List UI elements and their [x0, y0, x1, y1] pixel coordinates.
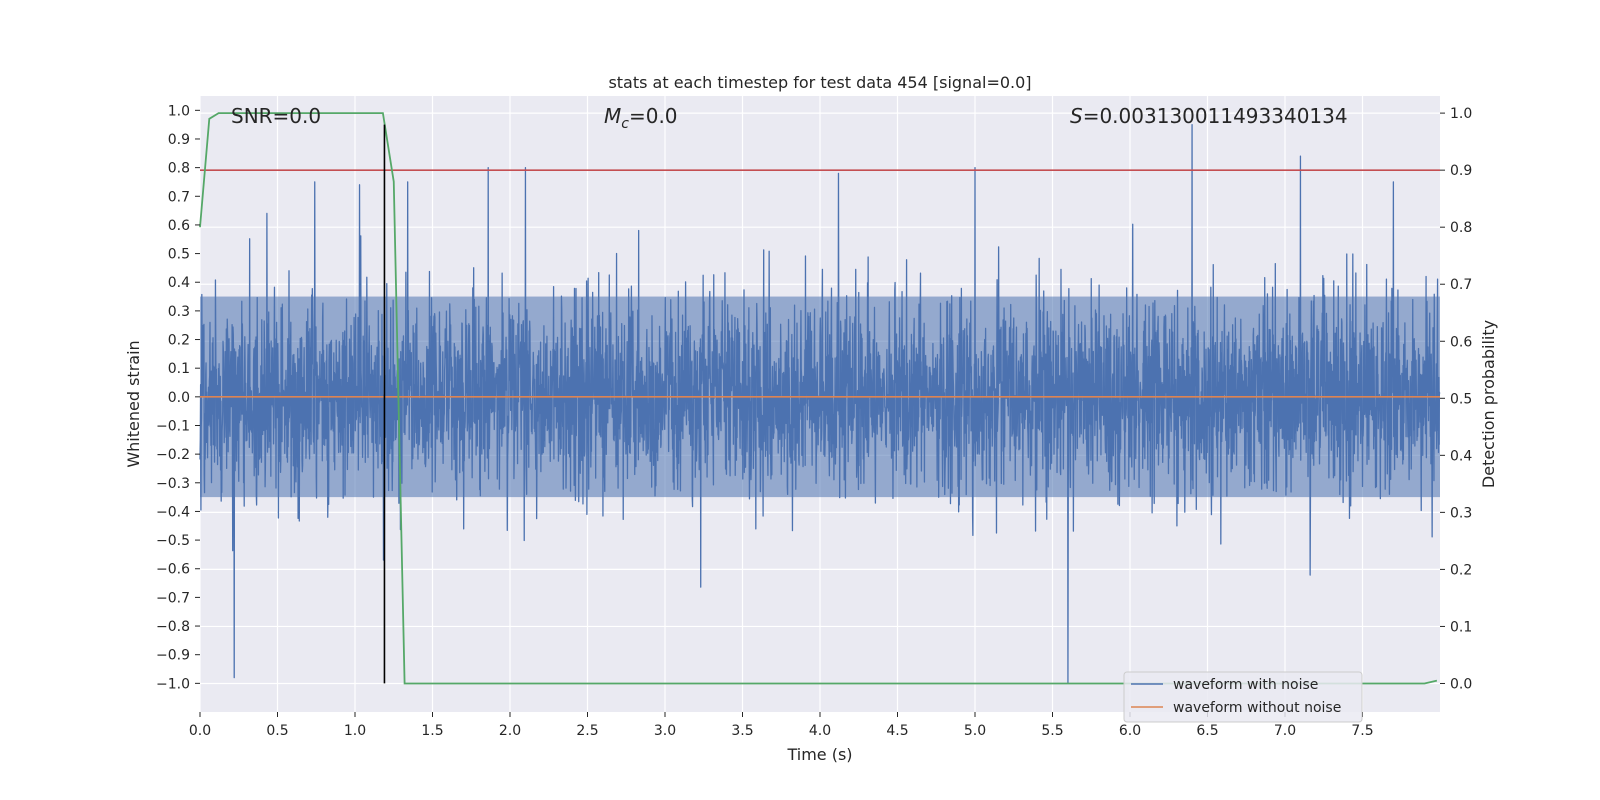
x-tick-label: 4.0	[809, 723, 831, 739]
legend-box	[1123, 671, 1363, 723]
y2-axis-label: Detection probability	[1479, 320, 1498, 488]
y-tick-label: 0.1	[168, 361, 190, 377]
y-tick-label: 0.9	[168, 132, 190, 148]
y-tick-label: −0.7	[156, 590, 190, 606]
y-axis-label: Whitened strain	[124, 340, 143, 467]
mc-symbol: M	[604, 104, 621, 128]
x-tick-label: 2.5	[576, 723, 598, 739]
y-tick-label: −0.5	[156, 533, 190, 549]
y2-tick-label: 0.2	[1450, 562, 1472, 578]
y-tick-label: −0.3	[156, 476, 190, 492]
x-tick-label: 6.0	[1119, 723, 1141, 739]
legend: waveform with noise waveform without noi…	[1123, 671, 1363, 723]
mc-subscript: c	[621, 116, 629, 132]
detection-probability-line	[199, 112, 1438, 685]
y-tick-label: −1.0	[156, 676, 190, 692]
y-tick-label: −0.1	[156, 418, 190, 434]
y2-tick-label: 0.1	[1450, 619, 1472, 635]
x-tick-label: 6.5	[1196, 723, 1218, 739]
x-tick-label: 1.5	[421, 723, 443, 739]
y-tick-label: 0.6	[168, 218, 190, 234]
overlay-lines	[199, 112, 1440, 685]
y-tick-label: −0.9	[156, 648, 190, 664]
x-tick-label: 0.5	[266, 723, 288, 739]
y2-tick-label: 0.4	[1450, 448, 1472, 464]
x-axis-label: Time (s)	[786, 745, 852, 764]
y-tick-label: 0.4	[168, 275, 190, 291]
y-tick-label: 1.0	[168, 103, 190, 119]
x-tick-label: 7.0	[1274, 723, 1296, 739]
x-tick-label: 0.0	[189, 723, 211, 739]
y-tick-label: −0.2	[156, 447, 190, 463]
y-tick-label: 0.7	[168, 189, 190, 205]
y-tick-label: 0.2	[168, 333, 190, 349]
y-tick-label: −0.4	[156, 504, 190, 520]
y-tick-label: 0.0	[168, 390, 190, 406]
x-tick-label: 5.0	[964, 723, 986, 739]
x-tick-label: 5.5	[1041, 723, 1063, 739]
y-tick-label: −0.8	[156, 619, 190, 635]
y2-tick-label: 0.5	[1450, 391, 1472, 407]
mc-value: =0.0	[629, 104, 678, 128]
y-tick-label: 0.3	[168, 304, 190, 320]
x-tick-label: 3.0	[654, 723, 676, 739]
x-tick-label: 2.0	[499, 723, 521, 739]
chart-title: stats at each timestep for test data 454…	[608, 73, 1031, 92]
y2-tick-label: 0.8	[1450, 220, 1472, 236]
axes: 0.0 0.5 1.0 1.5 2.0 2.5 3.0 3.5 4.0 4.5 5.0 5.5 6.0 6…	[156, 103, 1472, 739]
y2-tick-label: 1.0	[1450, 106, 1472, 122]
x-tick-label: 1.0	[344, 723, 366, 739]
x-tick-label: 3.5	[731, 723, 753, 739]
snr-annotation: SNR=0.0	[231, 104, 321, 128]
s-annotation: S=0.003130011493340134	[1070, 104, 1348, 128]
s-symbol: S	[1070, 104, 1083, 128]
legend-label-with-noise: waveform with noise	[1173, 677, 1318, 693]
y-tick-label: 0.5	[168, 247, 190, 263]
x-tick-label: 4.5	[886, 723, 908, 739]
y2-tick-label: 0.3	[1450, 505, 1472, 521]
mc-annotation: Mc=0.0	[604, 104, 678, 132]
s-value: =0.003130011493340134	[1083, 104, 1348, 128]
y-tick-label: 0.8	[168, 161, 190, 177]
legend-label-without-noise: waveform without noise	[1173, 700, 1341, 716]
y2-tick-label: 0.0	[1450, 676, 1472, 692]
y2-tick-label: 0.6	[1450, 334, 1472, 350]
y2-tick-label: 0.9	[1450, 163, 1472, 179]
x-tick-label: 7.5	[1351, 723, 1373, 739]
y2-tick-label: 0.7	[1450, 277, 1472, 293]
y-tick-label: −0.6	[156, 562, 190, 578]
